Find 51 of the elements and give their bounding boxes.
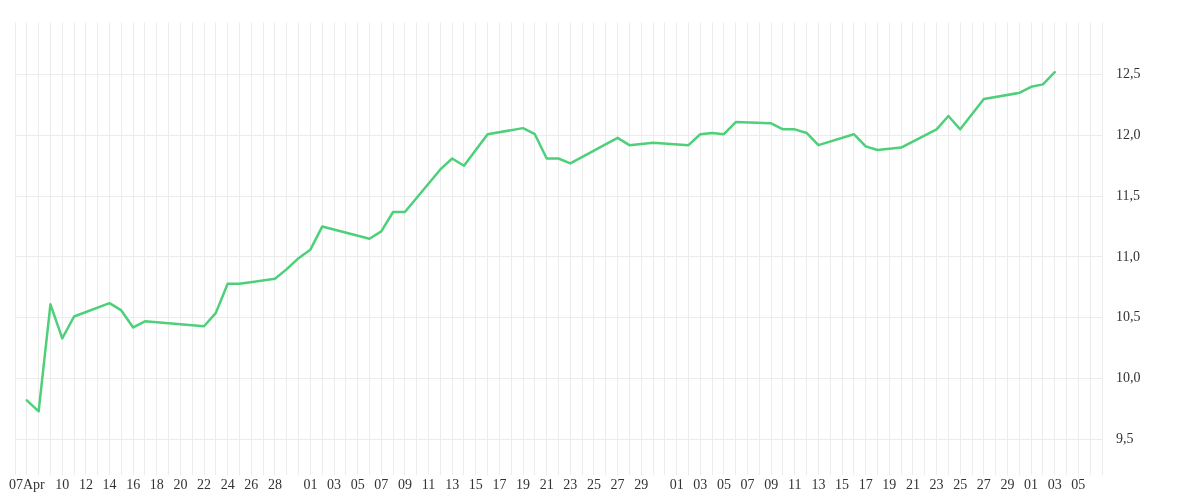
x-tick-label: 16 <box>126 477 141 493</box>
x-tick-label: 25 <box>586 477 601 493</box>
x-tick-label: 07Apr <box>8 477 46 493</box>
x-tick-label: 20 <box>173 477 188 493</box>
y-tick-label: 12,0 <box>1116 127 1141 143</box>
x-tick-label: 22 <box>197 477 212 493</box>
x-tick-label: 27 <box>610 477 625 493</box>
x-tick-label: 05 <box>350 477 365 493</box>
x-tick-label: 29 <box>634 477 649 493</box>
x-tick-label: 19 <box>882 477 897 493</box>
x-tick-label: 29 <box>1000 477 1015 493</box>
x-tick-label: 24 <box>220 477 235 493</box>
y-tick-label: 12,5 <box>1116 66 1141 82</box>
x-tick-label: 21 <box>905 477 920 493</box>
y-tick-label: 11,0 <box>1116 248 1140 264</box>
x-tick-label: 23 <box>563 477 578 493</box>
x-tick-label: 18 <box>149 477 164 493</box>
x-tick-label: 15 <box>468 477 483 493</box>
x-tick-label: 17 <box>858 477 873 493</box>
x-tick-label: 23 <box>929 477 944 493</box>
x-tick-label: 09 <box>397 477 412 493</box>
y-tick-label: 10,0 <box>1116 370 1141 386</box>
x-tick-label: 09 <box>764 477 779 493</box>
x-tick-label: 26 <box>244 477 259 493</box>
x-tick-label: 05 <box>1071 477 1086 493</box>
x-tick-label: 13 <box>445 477 460 493</box>
x-tick-label: 21 <box>539 477 554 493</box>
y-tick-label: 9,5 <box>1116 430 1134 446</box>
x-tick-label: 25 <box>953 477 968 493</box>
x-tick-label: 28 <box>267 477 282 493</box>
x-tick-label: 27 <box>976 477 991 493</box>
x-tick-label: 19 <box>516 477 531 493</box>
x-tick-label: 01 <box>1024 477 1039 493</box>
x-tick-label: 10 <box>55 477 70 493</box>
x-tick-label: 03 <box>1047 477 1062 493</box>
x-tick-label: 07 <box>374 477 389 493</box>
x-tick-label: 07 <box>740 477 755 493</box>
y-tick-label: 10,5 <box>1116 309 1141 325</box>
x-tick-label: 01 <box>669 477 684 493</box>
x-tick-label: 15 <box>835 477 850 493</box>
x-tick-label: 14 <box>102 477 117 493</box>
x-tick-label: 03 <box>327 477 342 493</box>
x-tick-label: 11 <box>421 477 436 493</box>
x-tick-label: 17 <box>492 477 507 493</box>
y-tick-label: 11,5 <box>1116 187 1140 203</box>
x-tick-label: 05 <box>716 477 731 493</box>
x-tick-label: 12 <box>78 477 93 493</box>
x-tick-label: 01 <box>303 477 318 493</box>
x-tick-label: 03 <box>693 477 708 493</box>
x-tick-label: 13 <box>811 477 826 493</box>
x-tick-label: 11 <box>788 477 802 493</box>
